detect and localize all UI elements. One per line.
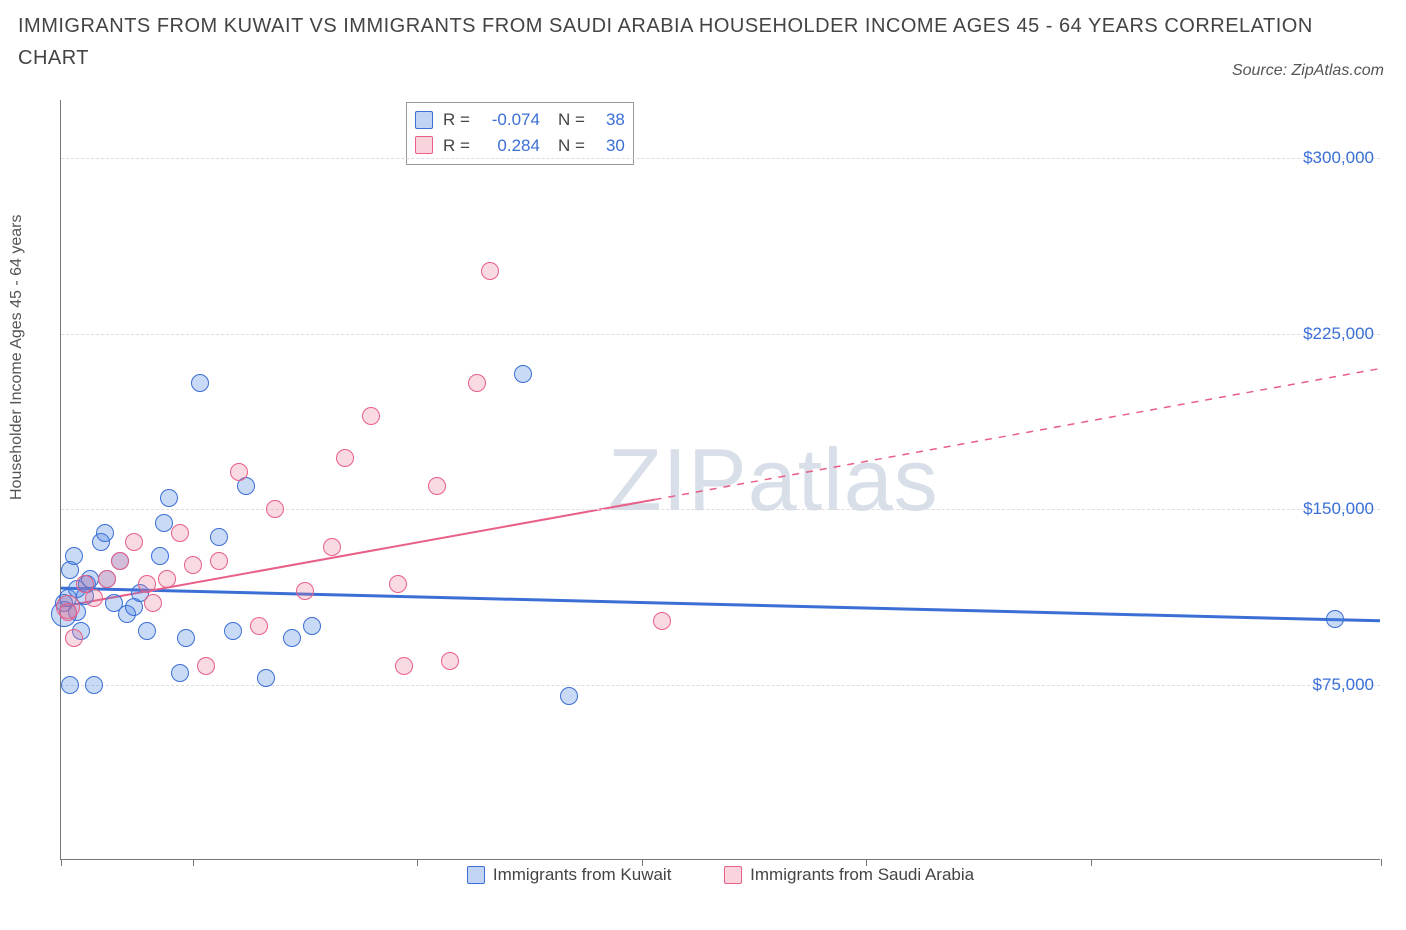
y-axis-title: Householder Income Ages 45 - 64 years [8,215,26,501]
x-tick [61,859,62,866]
data-point [1326,610,1344,628]
n-label: N = [558,133,585,159]
x-tick [1381,859,1382,866]
x-tick [417,859,418,866]
data-point [230,463,248,481]
swatch-icon [415,111,433,129]
x-tick [193,859,194,866]
data-point [184,556,202,574]
data-point [158,570,176,588]
legend-row-saudi: R = 0.284 N = 30 [415,133,625,159]
series-legend: Immigrants from Kuwait Immigrants from S… [61,865,1380,889]
data-point [98,570,116,588]
n-label: N = [558,107,585,133]
data-point [389,575,407,593]
data-point [191,374,209,392]
data-point [560,687,578,705]
data-point [323,538,341,556]
data-point [61,676,79,694]
data-point [210,528,228,546]
data-point [250,617,268,635]
x-tick [866,859,867,866]
trend-lines [61,100,1380,859]
y-tick-label: $150,000 [1303,499,1374,519]
data-point [224,622,242,640]
data-point [395,657,413,675]
x-tick [1091,859,1092,866]
data-point [59,603,77,621]
watermark-bold: ZIP [608,430,748,529]
correlation-legend: R = -0.074 N = 38 R = 0.284 N = 30 [406,102,634,165]
swatch-icon [724,866,742,884]
data-point [197,657,215,675]
data-point [283,629,301,647]
swatch-icon [467,866,485,884]
data-point [428,477,446,495]
data-point [177,629,195,647]
gridline [61,509,1380,510]
legend-row-kuwait: R = -0.074 N = 38 [415,107,625,133]
gridline [61,334,1380,335]
data-point [296,582,314,600]
data-point [85,589,103,607]
y-tick-label: $300,000 [1303,148,1374,168]
data-point [468,374,486,392]
source-attribution: Source: ZipAtlas.com [1232,62,1384,80]
data-point [481,262,499,280]
data-point [266,500,284,518]
data-point [138,622,156,640]
n-value: 30 [595,133,625,159]
plot-area: ZIPatlas R = -0.074 N = 38 R = 0.284 N =… [60,100,1380,860]
legend-label: Immigrants from Kuwait [493,865,672,885]
data-point [514,365,532,383]
data-point [210,552,228,570]
data-point [303,617,321,635]
data-point [96,524,114,542]
data-point [138,575,156,593]
chart-container: Householder Income Ages 45 - 64 years ZI… [18,100,1388,890]
data-point [441,652,459,670]
y-tick-label: $225,000 [1303,324,1374,344]
data-point [65,547,83,565]
data-point [362,407,380,425]
gridline [61,158,1380,159]
legend-item-saudi: Immigrants from Saudi Arabia [724,865,974,885]
data-point [85,676,103,694]
y-tick-label: $75,000 [1313,675,1374,695]
legend-item-kuwait: Immigrants from Kuwait [467,865,672,885]
chart-title: IMMIGRANTS FROM KUWAIT VS IMMIGRANTS FRO… [18,10,1388,74]
data-point [171,664,189,682]
data-point [144,594,162,612]
watermark: ZIPatlas [608,429,939,531]
gridline [61,685,1380,686]
data-point [65,629,83,647]
data-point [111,552,129,570]
legend-label: Immigrants from Saudi Arabia [750,865,974,885]
watermark-light: atlas [748,430,939,529]
r-value: 0.284 [480,133,540,159]
data-point [171,524,189,542]
data-point [160,489,178,507]
x-tick [642,859,643,866]
data-point [653,612,671,630]
r-label: R = [443,107,470,133]
r-value: -0.074 [480,107,540,133]
data-point [151,547,169,565]
data-point [336,449,354,467]
data-point [257,669,275,687]
r-label: R = [443,133,470,159]
swatch-icon [415,136,433,154]
n-value: 38 [595,107,625,133]
data-point [125,533,143,551]
